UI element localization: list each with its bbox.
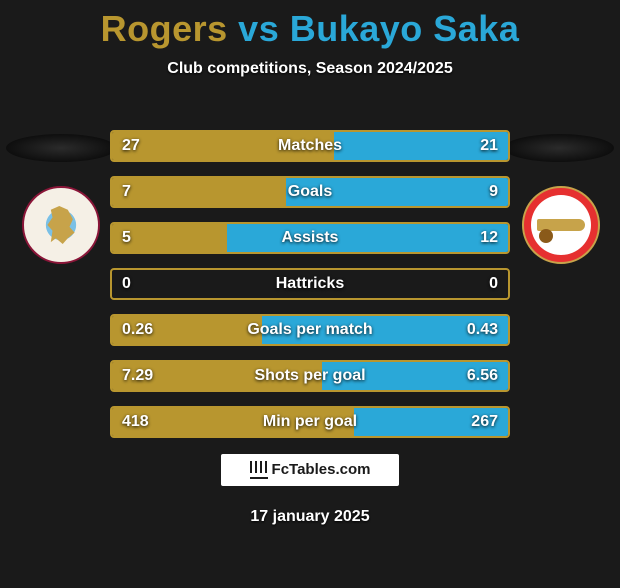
brand-text: FcTables.com [272,461,371,478]
stats-comparison-chart: 2721Matches 79Goals 512Assists 00Hattricks 0… [110,130,510,452]
stat-row: 0.260.43Goals per match [110,314,510,346]
stat-label: Shots per goal [112,362,508,390]
title-player-left: Rogers [101,8,228,49]
subtitle: Club competitions, Season 2024/2025 [0,60,620,78]
stat-row: 7.296.56Shots per goal [110,360,510,392]
title-vs: vs [228,8,290,49]
page-title: Rogers vs Bukayo Saka [0,8,620,50]
club-crest-left [22,186,100,264]
stat-row: 79Goals [110,176,510,208]
stat-label: Goals per match [112,316,508,344]
stat-label: Min per goal [112,408,508,436]
date-text: 17 january 2025 [0,508,620,526]
decorative-shadow-right [504,134,614,162]
stat-row: 00Hattricks [110,268,510,300]
club-crest-right [522,186,600,264]
decorative-shadow-left [6,134,116,162]
stat-label: Hattricks [112,270,508,298]
stat-label: Assists [112,224,508,252]
crest-avfc-icon [30,194,92,256]
stat-label: Goals [112,178,508,206]
stat-row: 418267Min per goal [110,406,510,438]
stat-row: 512Assists [110,222,510,254]
stat-label: Matches [112,132,508,160]
brand-badge: FcTables.com [221,454,399,486]
stat-row: 2721Matches [110,130,510,162]
crest-arsenal-icon [531,195,591,255]
fctables-icon [250,461,268,479]
title-player-right: Bukayo Saka [290,8,520,49]
